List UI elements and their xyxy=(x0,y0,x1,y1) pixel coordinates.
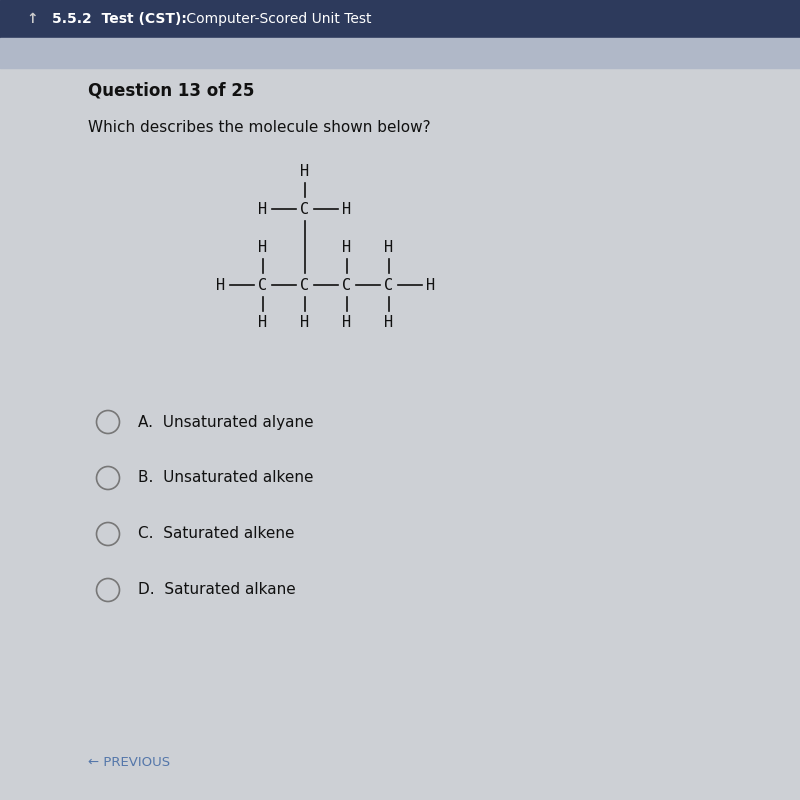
Text: C: C xyxy=(258,278,267,293)
Text: ← PREVIOUS: ← PREVIOUS xyxy=(88,755,170,769)
Text: H: H xyxy=(217,278,226,293)
Bar xyxy=(0,38,800,68)
Text: H: H xyxy=(342,202,351,217)
Text: H: H xyxy=(426,278,435,293)
Text: 5.5.2  Test (CST):: 5.5.2 Test (CST): xyxy=(52,12,192,26)
Text: H: H xyxy=(301,163,310,178)
Text: H: H xyxy=(342,315,351,330)
Text: H: H xyxy=(258,202,267,217)
Text: C: C xyxy=(301,278,310,293)
Text: C.  Saturated alkene: C. Saturated alkene xyxy=(138,526,294,542)
Text: H: H xyxy=(385,239,394,254)
Text: C: C xyxy=(342,278,351,293)
Text: H: H xyxy=(385,315,394,330)
Text: Which describes the molecule shown below?: Which describes the molecule shown below… xyxy=(88,121,430,135)
Text: H: H xyxy=(258,315,267,330)
Text: ↑: ↑ xyxy=(26,12,38,26)
Text: H: H xyxy=(258,239,267,254)
Bar xyxy=(0,0,800,38)
Text: C: C xyxy=(385,278,394,293)
Text: Computer-Scored Unit Test: Computer-Scored Unit Test xyxy=(182,12,371,26)
Text: A.  Unsaturated alyane: A. Unsaturated alyane xyxy=(138,414,314,430)
Text: Question 13 of 25: Question 13 of 25 xyxy=(88,81,254,99)
Text: D.  Saturated alkane: D. Saturated alkane xyxy=(138,582,296,598)
Text: H: H xyxy=(301,315,310,330)
Text: B.  Unsaturated alkene: B. Unsaturated alkene xyxy=(138,470,314,486)
Text: H: H xyxy=(342,239,351,254)
Text: C: C xyxy=(301,202,310,217)
